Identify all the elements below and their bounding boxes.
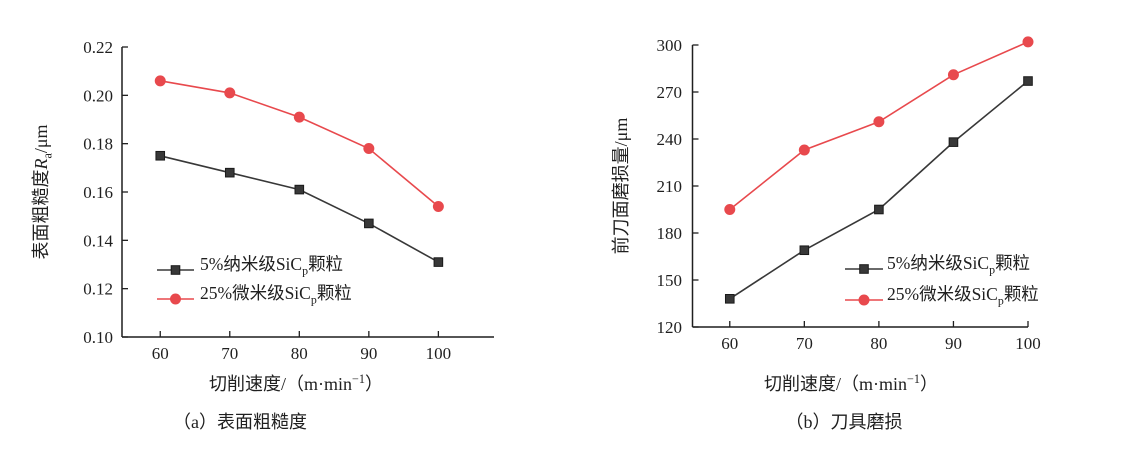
series-marker-square (799, 245, 810, 256)
chart-b-tool-wear: 120 150 180 210 240 270 300 60 70 80 90 100 5%纳米级SiC… (611, 36, 1041, 394)
y-tick-label: 270 (657, 83, 683, 102)
series-marker-square (724, 294, 735, 304)
series-marker-circle (724, 204, 736, 215)
x-axis-label: 切削速度/（m·min−1） (764, 372, 938, 394)
y-tick-label: 150 (657, 271, 683, 290)
x-tick-label: 70 (221, 344, 238, 363)
series-marker-square (1023, 76, 1033, 86)
chart-a-surface-roughness: 0.10 0.12 0.14 0.16 0.18 0.20 0.22 60 70 80 90 100 5… (31, 38, 494, 394)
x-tick-label: 80 (870, 334, 887, 353)
y-tick-label: 0.16 (83, 183, 113, 202)
x-tick-label: 100 (426, 344, 452, 363)
x-tick-label: 100 (1015, 334, 1041, 353)
legend-label: 25%微米级SiCp颗粒 (887, 284, 1039, 307)
series-marker-circle (873, 116, 885, 128)
y-tick-label: 0.22 (83, 38, 113, 57)
x-tick-label: 80 (291, 344, 308, 363)
series-marker-circle (1022, 36, 1034, 48)
series-marker-circle (798, 144, 810, 156)
series-marker-square (948, 137, 959, 147)
legend-label: 5%纳米级SiCp颗粒 (887, 253, 1030, 276)
x-tick-label: 70 (796, 334, 813, 353)
x-tick-label: 60 (721, 334, 738, 353)
series-marker-circle (947, 69, 959, 81)
legend-marker-circle (858, 294, 870, 306)
series-marker-square (874, 204, 884, 215)
legend-marker-square (859, 264, 869, 274)
legend-marker-circle (170, 293, 181, 305)
y-tick-label: 300 (657, 36, 683, 55)
chart-a-caption: （a）表面粗糙度 (173, 412, 307, 432)
series-marker-circle (432, 201, 444, 212)
y-tick-label: 210 (657, 177, 683, 196)
series-marker-square (433, 257, 444, 267)
legend-label: 5%纳米级SiCp颗粒 (200, 254, 343, 277)
x-tick-label: 90 (360, 344, 377, 363)
y-tick-label: 0.10 (83, 328, 113, 347)
series-marker-square (364, 218, 374, 229)
y-tick-label: 0.20 (83, 86, 113, 105)
series-marker-circle (224, 87, 236, 99)
series-marker-circle (363, 143, 375, 154)
y-tick-label: 0.14 (83, 231, 113, 250)
series-marker-circle (154, 75, 166, 87)
chart-b-caption: （b）刀具磨损 (786, 412, 903, 432)
series-marker-square (155, 150, 166, 161)
y-axis-label: 前刀面磨损量/μm (611, 118, 631, 255)
series-marker-square (294, 184, 305, 195)
series-marker-circle (293, 111, 305, 123)
x-axis-label: 切削速度/（m·min−1） (209, 372, 383, 394)
legend-marker-square (170, 265, 181, 275)
series-marker-square (224, 167, 235, 178)
y-tick-label: 0.18 (83, 135, 113, 154)
y-axis-label: 表面粗糙度Ra/μm (31, 124, 55, 259)
x-tick-label: 90 (945, 334, 962, 353)
y-tick-label: 180 (657, 224, 683, 243)
x-tick-label: 60 (152, 344, 169, 363)
legend-label: 25%微米级SiCp颗粒 (200, 283, 352, 306)
y-tick-label: 120 (657, 318, 683, 337)
y-tick-label: 0.12 (83, 280, 113, 299)
y-tick-label: 240 (657, 130, 683, 149)
